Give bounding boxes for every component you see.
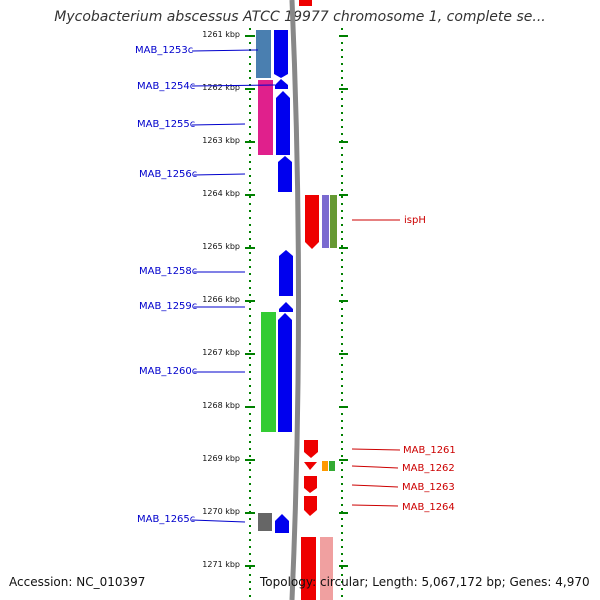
tick-label: 1266 kbp — [202, 295, 240, 304]
left-axis-ticks — [245, 35, 255, 567]
feature-bar-purple[interactable] — [322, 195, 329, 248]
gene-label[interactable]: MAB_1254c — [137, 81, 195, 92]
gene-arrow-mab-1264[interactable] — [304, 496, 317, 516]
gene-arrow-mab-1253c[interactable] — [274, 30, 288, 78]
gene-arrow-mab-1261[interactable] — [304, 440, 318, 458]
leader-line — [351, 484, 399, 488]
gene-arrow-mab-1265c[interactable] — [275, 514, 289, 533]
feature-bar-orange[interactable] — [322, 461, 328, 471]
left-gene-labels: MAB_1253c MAB_1254c MAB_1255c MAB_1256c … — [135, 45, 276, 525]
leader-line — [193, 173, 246, 176]
gene-arrow-bottom-light[interactable] — [320, 537, 333, 600]
gene-label[interactable]: MAB_1256c — [139, 169, 197, 180]
gene-arrow-mab-1263[interactable] — [304, 476, 317, 493]
feature-bar-green-small[interactable] — [329, 461, 335, 471]
leader-line — [191, 123, 246, 126]
gene-label[interactable]: MAB_1255c — [137, 119, 195, 130]
leader-line — [351, 465, 399, 469]
tick-label: 1265 kbp — [202, 242, 240, 251]
gene-arrow-mab-1256c[interactable] — [278, 156, 292, 192]
leader-line — [191, 519, 246, 523]
tick-label: 1267 kbp — [202, 348, 240, 357]
chromosome-backbone — [289, 0, 301, 600]
leader-line — [351, 448, 401, 451]
gene-arrow-mab-1255c[interactable] — [276, 91, 290, 155]
gene-label[interactable]: MAB_1263 — [402, 482, 455, 493]
feature-bar-magenta[interactable] — [258, 80, 273, 155]
feature-bar-steelblue[interactable] — [256, 30, 271, 78]
gene-label[interactable]: ispH — [404, 215, 426, 226]
gene-label[interactable]: MAB_1259c — [139, 301, 197, 312]
gene-arrow-mab-1260c[interactable] — [278, 313, 292, 432]
accession-text: Accession: NC_010397 — [9, 575, 146, 589]
feature-bar-olive[interactable] — [330, 195, 337, 248]
tick-label: 1270 kbp — [202, 507, 240, 516]
gene-arrow-mab-1259c[interactable] — [279, 302, 293, 312]
scale-labels: 1261 kbp 1262 kbp 1263 kbp 1264 kbp 1265… — [202, 30, 240, 569]
gene-arrow-mab-1254c[interactable] — [275, 79, 288, 89]
leader-line — [191, 49, 259, 52]
genome-summary-text: Topology: circular; Length: 5,067,172 bp… — [260, 575, 590, 589]
right-gene-labels: ispH MAB_1261 MAB_1262 MAB_1263 MAB_1264 — [351, 215, 456, 513]
gene-arrow-top[interactable] — [299, 0, 312, 6]
leader-line — [351, 504, 399, 507]
map-title: Mycobacterium abscessus ATCC 19977 chrom… — [54, 9, 546, 25]
feature-bar-green[interactable] — [261, 312, 276, 432]
tick-label: 1264 kbp — [202, 189, 240, 198]
tick-label: 1268 kbp — [202, 401, 240, 410]
minus-strand-genes — [274, 30, 293, 533]
gene-arrow-bottom[interactable] — [301, 537, 316, 600]
gene-label[interactable]: MAB_1258c — [139, 266, 197, 277]
gene-arrow-mab-1258c[interactable] — [279, 250, 293, 296]
gene-label[interactable]: MAB_1261 — [403, 445, 456, 456]
plus-strand-genes — [299, 0, 319, 600]
gene-label[interactable]: MAB_1262 — [402, 463, 455, 474]
feature-bar-gray[interactable] — [258, 513, 272, 531]
tick-label: 1261 kbp — [202, 30, 240, 39]
right-axis-ticks — [339, 35, 348, 567]
leader-line — [191, 84, 276, 87]
tick-label: 1271 kbp — [202, 560, 240, 569]
gene-label[interactable]: MAB_1260c — [139, 366, 197, 377]
tick-label: 1269 kbp — [202, 454, 240, 463]
gene-label[interactable]: MAB_1253c — [135, 45, 193, 56]
gene-arrow-isph[interactable] — [305, 195, 319, 249]
tick-label: 1263 kbp — [202, 136, 240, 145]
gene-label[interactable]: MAB_1265c — [137, 514, 195, 525]
tick-label: 1262 kbp — [202, 83, 240, 92]
gene-arrow-mab-1262[interactable] — [304, 462, 317, 470]
gene-label[interactable]: MAB_1264 — [402, 502, 455, 513]
